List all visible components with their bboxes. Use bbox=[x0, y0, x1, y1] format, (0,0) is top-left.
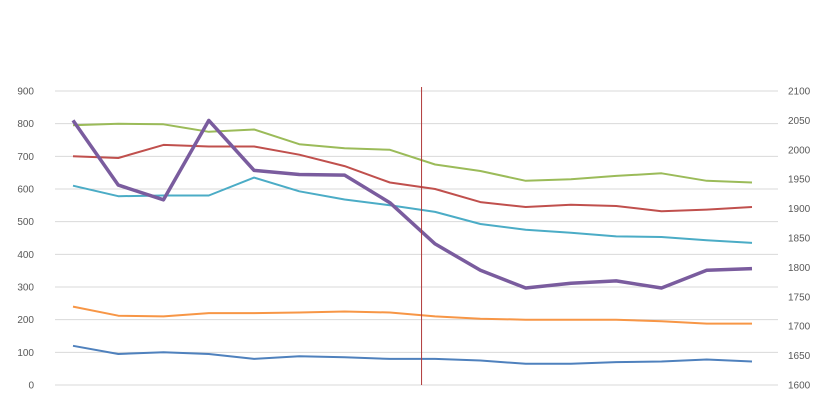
right-axis-ticks: 1600 1650 1700 1750 1800 1850 1900 1950 2000 2050… bbox=[788, 87, 811, 392]
left-tick-label: 400 bbox=[17, 250, 34, 261]
series-line-2 bbox=[72, 305, 752, 325]
left-tick-label: 800 bbox=[17, 119, 34, 130]
series-lines bbox=[71, 118, 753, 365]
left-tick-label: 100 bbox=[17, 348, 34, 359]
left-axis-ticks: 0 100 200 300 400 500 600 700 800 900 bbox=[17, 87, 34, 392]
right-tick-label: 1950 bbox=[788, 175, 811, 186]
gridlines bbox=[55, 90, 778, 386]
right-tick-label: 1850 bbox=[788, 234, 811, 245]
right-tick-label: 2100 bbox=[788, 87, 811, 98]
left-tick-label: 600 bbox=[17, 185, 34, 196]
obscured-title-area bbox=[0, 0, 829, 84]
left-tick-label: 0 bbox=[28, 381, 34, 392]
series-line-6 bbox=[71, 118, 753, 290]
right-tick-label: 1650 bbox=[788, 351, 811, 362]
left-tick-label: 200 bbox=[17, 315, 34, 326]
right-tick-label: 1600 bbox=[788, 381, 811, 392]
left-tick-label: 500 bbox=[17, 217, 34, 228]
left-tick-label: 900 bbox=[17, 87, 34, 98]
right-tick-label: 1900 bbox=[788, 204, 811, 215]
series-line-5 bbox=[72, 122, 753, 184]
right-tick-label: 2050 bbox=[788, 116, 811, 127]
right-tick-label: 2000 bbox=[788, 145, 811, 156]
left-tick-label: 300 bbox=[17, 283, 34, 294]
left-tick-label: 700 bbox=[17, 152, 34, 163]
right-tick-label: 1700 bbox=[788, 322, 811, 333]
series-line-1 bbox=[72, 344, 753, 365]
right-tick-label: 1800 bbox=[788, 263, 811, 274]
series-line-3 bbox=[72, 176, 753, 244]
series-line-4 bbox=[72, 143, 753, 213]
right-tick-label: 1750 bbox=[788, 292, 811, 303]
